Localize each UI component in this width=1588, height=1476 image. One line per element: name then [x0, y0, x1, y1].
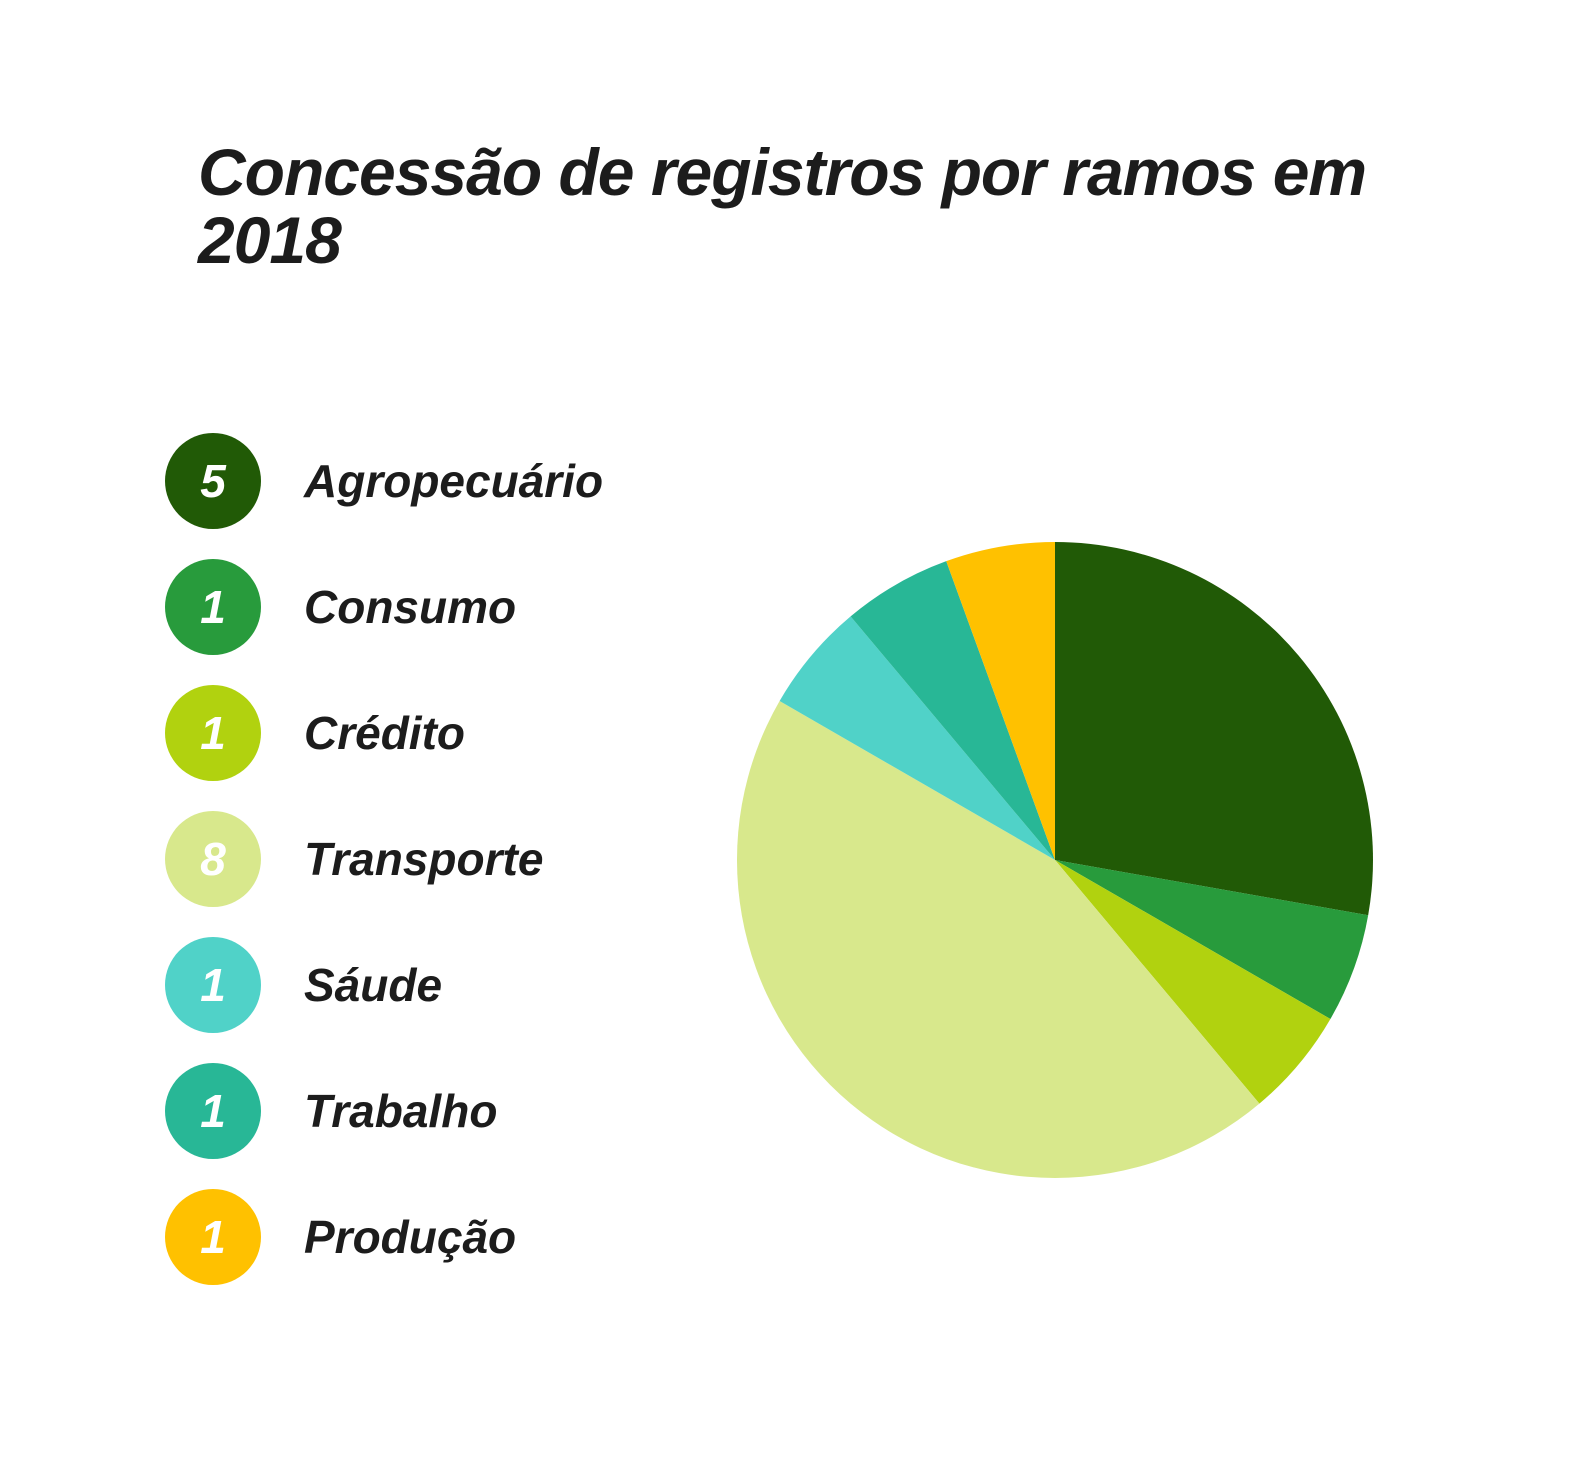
pie-slice-agropecuario — [1055, 542, 1374, 916]
legend-label: Agropecuário — [304, 455, 604, 507]
legend-label: Consumo — [304, 581, 517, 633]
pie-slice-consumo — [1055, 860, 1369, 1019]
legend-label: Transporte — [304, 833, 544, 885]
legend-label: Crédito — [304, 707, 465, 759]
legend-value-badge: 1 — [165, 937, 261, 1033]
pie-slice-saude — [779, 616, 1055, 860]
legend-value-badge: 1 — [165, 1189, 261, 1285]
legend-item: 8 Transporte — [165, 811, 725, 907]
chart-title: Concessão de registros por ramos em 2018 — [198, 135, 1367, 277]
legend-item: 5 Agropecuário — [165, 433, 725, 529]
legend-value-badge: 1 — [165, 1063, 261, 1159]
legend-value-badge: 1 — [165, 559, 261, 655]
pie-slice-transporte — [736, 701, 1260, 1179]
legend-label: Trabalho — [304, 1085, 498, 1137]
legend: 5 Agropecuário 1 Consumo 1 Crédito 8 Transporte… — [165, 433, 725, 1315]
legend-item: 1 Consumo — [165, 559, 725, 655]
legend-value-badge: 1 — [165, 685, 261, 781]
legend-value-badge: 5 — [165, 433, 261, 529]
legend-item: 1 Crédito — [165, 685, 725, 781]
legend-item: 1 Sáude — [165, 937, 725, 1033]
pie-chart — [736, 542, 1374, 1179]
legend-value-badge: 8 — [165, 811, 261, 907]
legend-label: Sáude — [304, 959, 443, 1011]
pie-slice-producao — [946, 542, 1055, 860]
legend-item: 1 Produção — [165, 1189, 725, 1285]
pie-slice-credito — [1055, 860, 1331, 1104]
legend-label: Produção — [304, 1211, 517, 1263]
pie-slice-trabalho — [850, 561, 1055, 860]
legend-item: 1 Trabalho — [165, 1063, 725, 1159]
pie-chart-container — [735, 540, 1375, 1180]
